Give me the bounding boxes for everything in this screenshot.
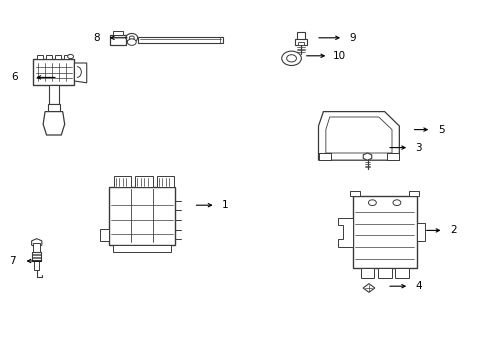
Bar <box>395 268 409 278</box>
Bar <box>64 55 70 59</box>
Bar <box>387 153 399 160</box>
Polygon shape <box>43 112 65 135</box>
Circle shape <box>127 39 136 45</box>
Bar <box>37 55 43 59</box>
Circle shape <box>393 200 401 206</box>
Circle shape <box>287 55 296 62</box>
Bar <box>361 268 374 278</box>
Bar <box>378 268 392 278</box>
Bar <box>135 176 153 187</box>
Bar <box>33 243 40 252</box>
Text: 8: 8 <box>93 33 100 43</box>
Bar <box>297 32 305 40</box>
Text: 10: 10 <box>333 51 346 61</box>
Bar <box>350 191 360 196</box>
Bar <box>46 55 52 59</box>
Circle shape <box>126 33 138 42</box>
Bar <box>110 35 126 45</box>
Text: 6: 6 <box>11 72 18 82</box>
Polygon shape <box>338 218 353 247</box>
Text: 4: 4 <box>416 281 422 291</box>
Bar <box>298 42 304 45</box>
Bar <box>157 176 174 187</box>
Bar <box>318 153 331 160</box>
Bar <box>109 187 175 245</box>
Bar <box>34 261 39 270</box>
Bar <box>55 55 61 59</box>
Text: 1: 1 <box>222 200 229 210</box>
Bar <box>33 59 74 85</box>
Text: 9: 9 <box>349 33 356 43</box>
Bar <box>353 196 416 268</box>
Circle shape <box>282 51 301 66</box>
Polygon shape <box>32 239 42 247</box>
Circle shape <box>68 54 74 59</box>
Text: 5: 5 <box>438 125 444 135</box>
Circle shape <box>368 200 376 206</box>
Bar <box>100 229 109 241</box>
Polygon shape <box>363 153 372 160</box>
Polygon shape <box>74 63 87 83</box>
Bar <box>49 85 59 104</box>
Polygon shape <box>318 112 399 160</box>
Bar <box>138 37 223 43</box>
Bar <box>48 104 60 112</box>
Text: 3: 3 <box>416 143 422 153</box>
Text: 7: 7 <box>9 256 16 266</box>
Bar <box>416 223 425 241</box>
Text: 2: 2 <box>450 225 457 235</box>
Polygon shape <box>326 117 392 153</box>
Bar <box>113 31 123 35</box>
Circle shape <box>129 36 134 40</box>
Bar <box>113 245 171 252</box>
Bar <box>295 39 307 45</box>
Bar <box>409 191 419 196</box>
Polygon shape <box>363 284 375 292</box>
Bar <box>32 252 41 261</box>
Bar <box>114 176 131 187</box>
